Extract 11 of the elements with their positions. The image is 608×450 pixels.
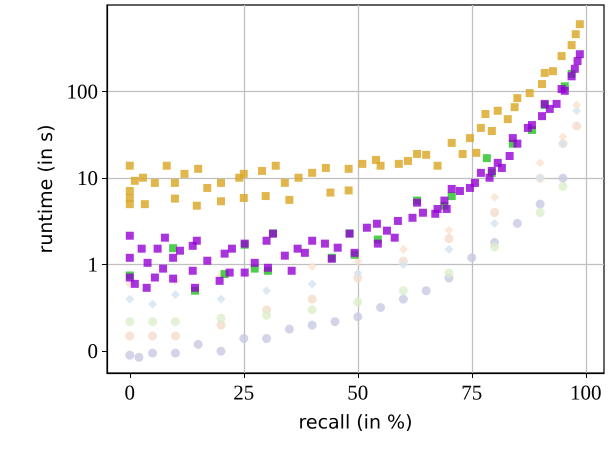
x-tick-label: 100 <box>570 380 602 404</box>
y-tick-label: 10 <box>77 166 98 190</box>
x-tick-label: 75 <box>461 380 482 404</box>
y-tick-label: 1 <box>88 252 98 277</box>
y-tick-label: 0 <box>88 339 98 364</box>
x-tick-label: 25 <box>233 380 254 404</box>
x-axis-title: recall (in %) <box>298 412 413 434</box>
y-axis-title: runtime (in s) <box>35 124 58 254</box>
x-tick-label: 0 <box>124 380 136 404</box>
x-tick-label: 50 <box>347 380 368 404</box>
y-tick-label: 100 <box>66 80 98 104</box>
